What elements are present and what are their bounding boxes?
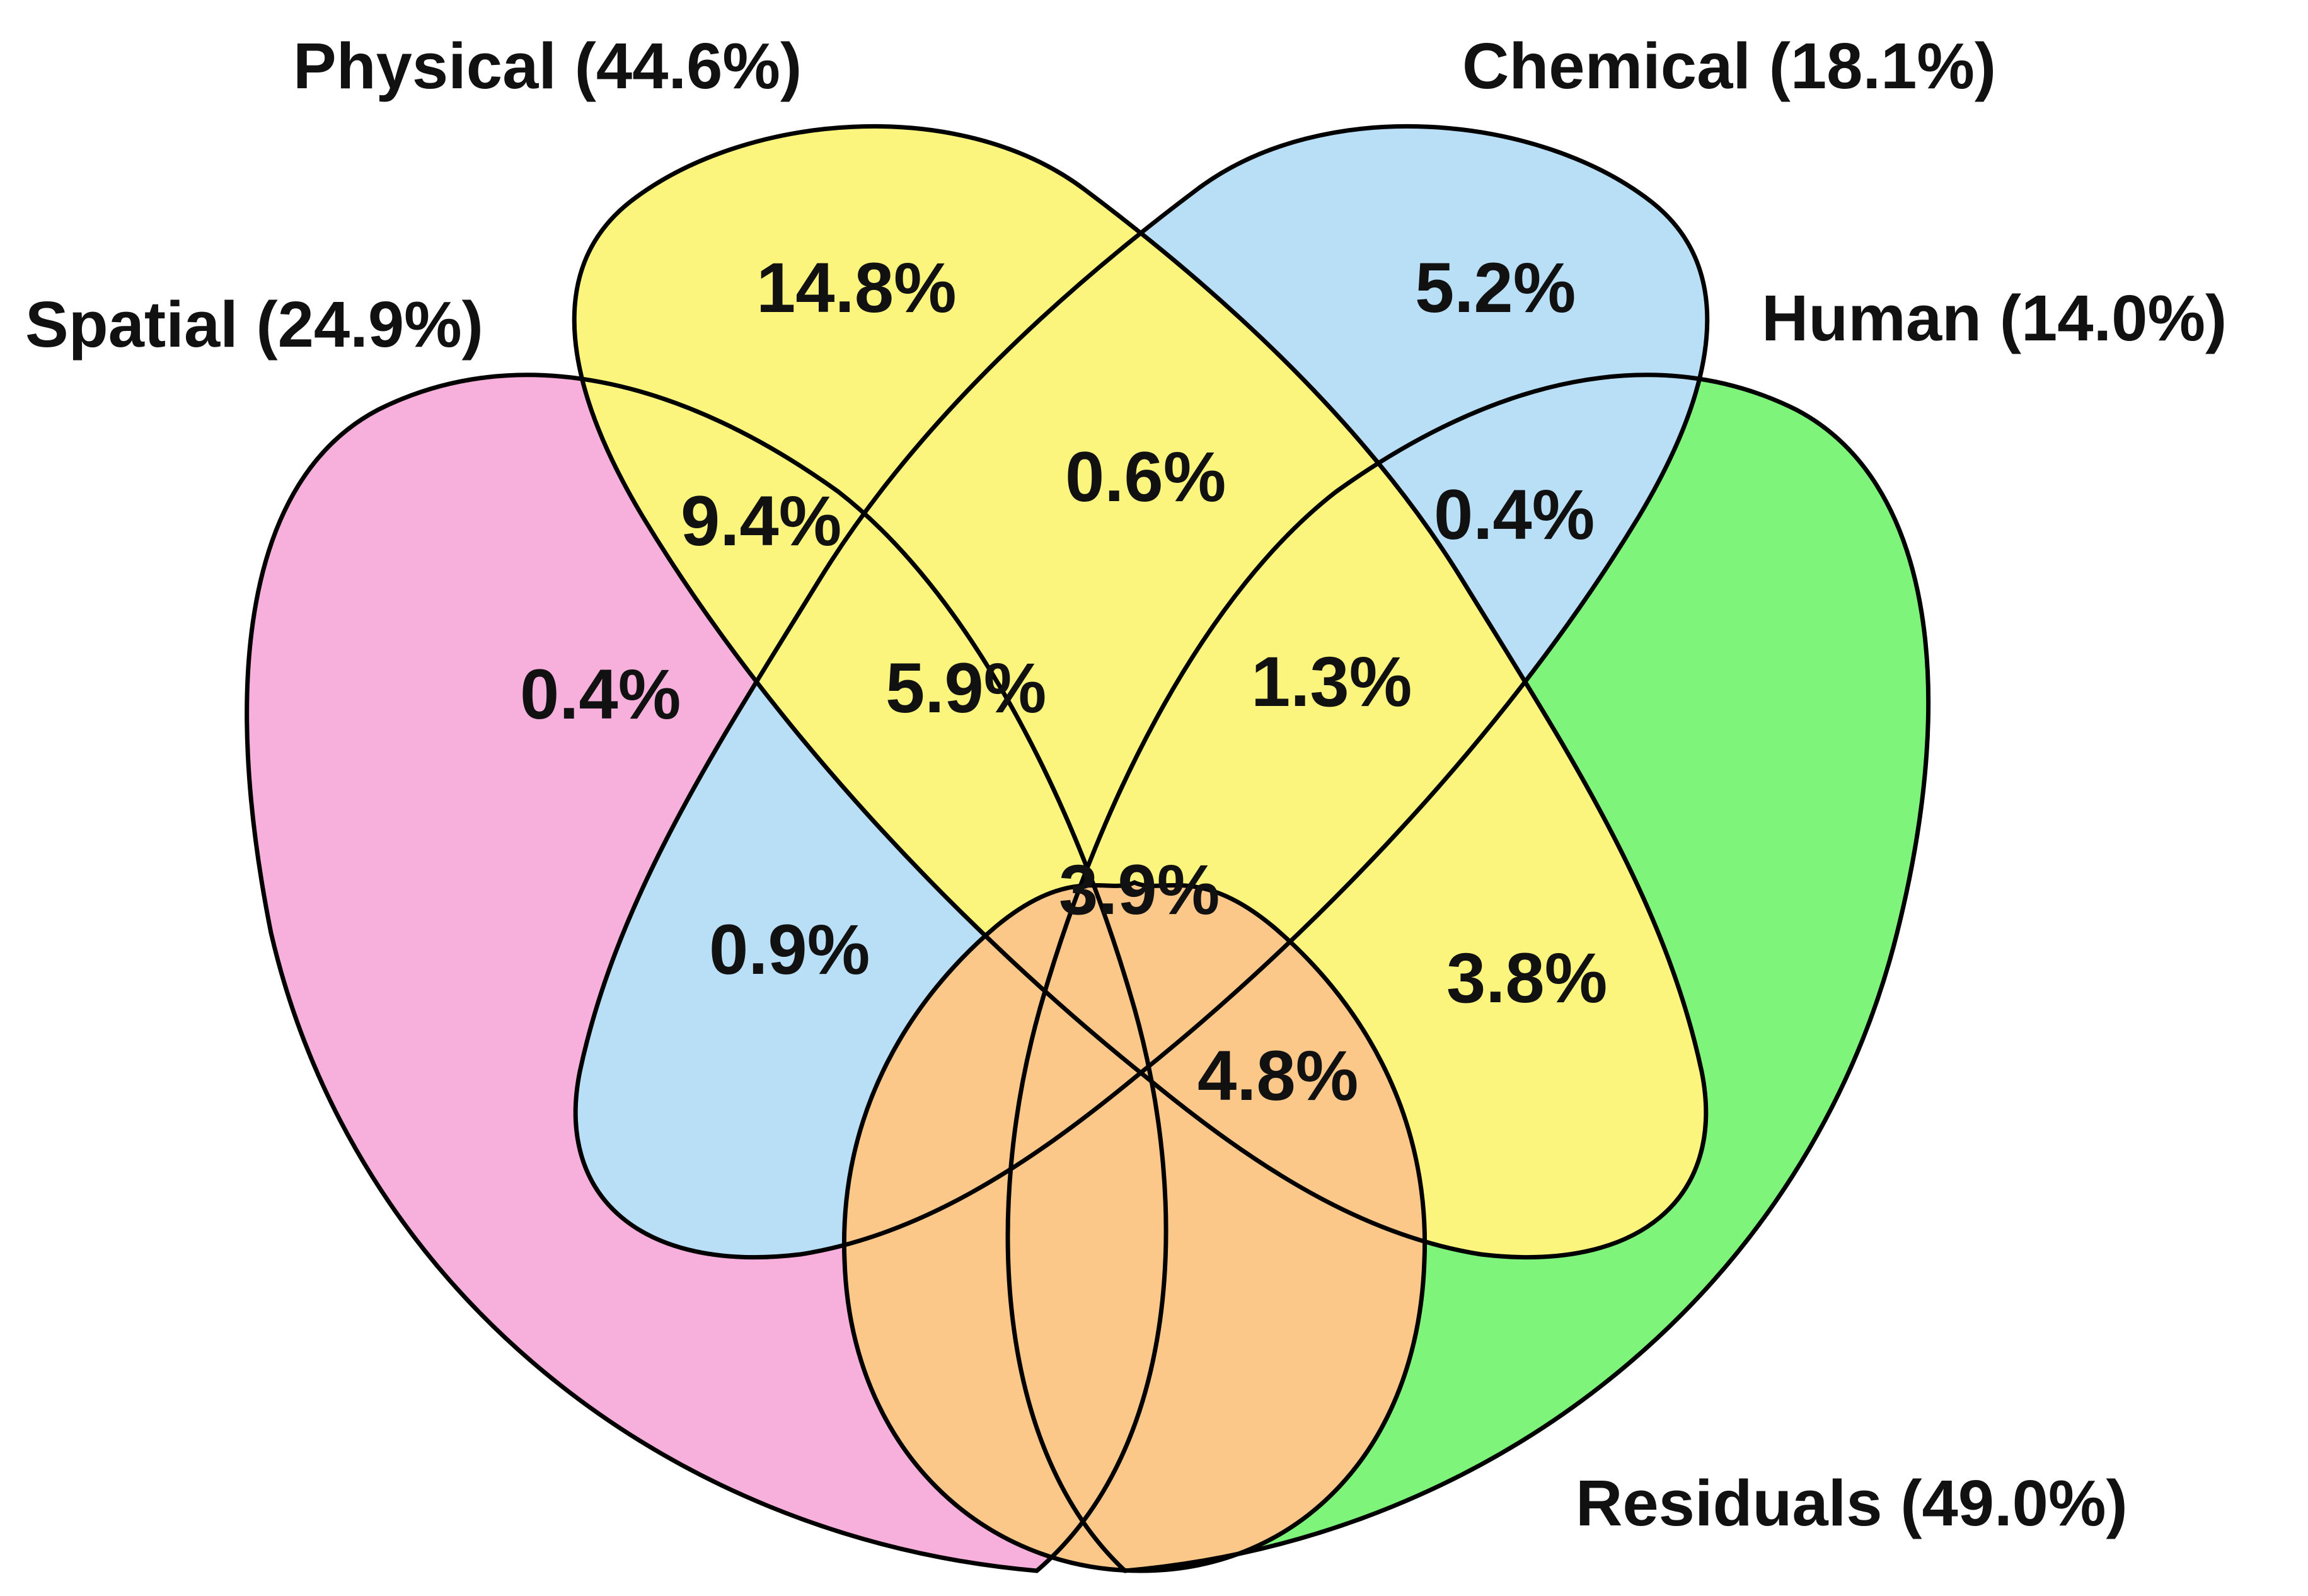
venn-fills xyxy=(246,126,1929,1571)
region-value: 1.3% xyxy=(1251,642,1412,721)
region-value: 4.8% xyxy=(1197,1036,1358,1115)
region-value: 5.2% xyxy=(1415,248,1576,327)
region-value: 14.8% xyxy=(756,248,957,327)
region-value: 0.4% xyxy=(520,655,681,734)
region-value: 0.9% xyxy=(709,910,870,989)
region-value: 0.4% xyxy=(1434,475,1595,554)
region-value: 0.6% xyxy=(1065,437,1226,516)
set-labels: Physical (44.6%) Chemical (18.1%) Spatia… xyxy=(25,30,2227,1539)
residuals-set-label: Residuals (49.0%) xyxy=(1576,1467,2128,1539)
region-value: 3.9% xyxy=(1059,850,1220,929)
region-value: 3.8% xyxy=(1446,939,1607,1017)
region-value: 5.9% xyxy=(886,649,1046,727)
chemical-set-label: Chemical (18.1%) xyxy=(1462,30,1996,102)
human-set-label: Human (14.0%) xyxy=(1762,282,2227,354)
physical-set-label: Physical (44.6%) xyxy=(293,30,802,102)
spatial-set-label: Spatial (24.9%) xyxy=(25,288,483,361)
region-values: 14.8% 5.2% 9.4% 0.6% 0.4% 0.4% 5.9% 1.3%… xyxy=(520,248,1607,1115)
region-value: 9.4% xyxy=(681,482,841,560)
